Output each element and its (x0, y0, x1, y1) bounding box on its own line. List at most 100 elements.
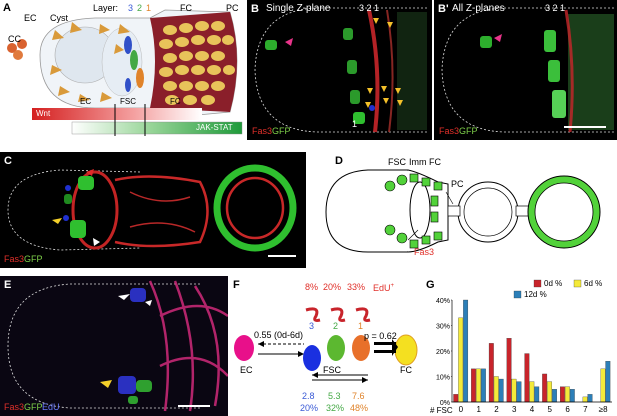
gradient-fsc: FSC (120, 97, 136, 106)
panel-c-image (0, 152, 306, 268)
panel-e-edu: EdU (42, 402, 60, 412)
bar-0d-6 (560, 386, 565, 403)
x-axis-label: # FSC (430, 406, 453, 415)
bar-6d-3 (511, 378, 517, 403)
bar-6d-0 (458, 317, 464, 403)
bar-12d-5 (552, 389, 557, 403)
label-layer-2: 2 (137, 3, 143, 13)
label-layer-3: 3 (128, 3, 134, 13)
x-tick-label: 1 (476, 405, 481, 414)
bar-0d-4 (524, 353, 530, 403)
panel-b2-fas3: Fas3 (439, 126, 460, 136)
bar-6d-6 (564, 386, 570, 403)
bar-12d-≥8 (605, 361, 611, 403)
f-layer-2: 2 (333, 321, 339, 331)
label-cyst: Cyst (50, 13, 68, 23)
bar-12d-2 (498, 378, 504, 403)
panel-b-image (247, 0, 432, 140)
panel-d-pc: PC (451, 179, 464, 189)
bar-6d-4 (529, 381, 535, 403)
edu-pct-layer-1: 33% (347, 282, 366, 292)
bar-12d-3 (516, 381, 522, 403)
bar-0d-1 (471, 368, 476, 403)
f-pct-1: 48% (350, 403, 369, 413)
panel-e-image (0, 276, 228, 416)
label-layer-1: 1 (146, 3, 152, 13)
panel-b2-layers: 3 2 1 (545, 3, 566, 13)
f-arrow-left-label: 0.55 (0d-6d) (254, 330, 304, 340)
panel-d-immfc: Imm FC (409, 157, 441, 167)
legend-swatch (513, 290, 522, 299)
label-wnt: Wnt (36, 109, 51, 118)
bar-0d-5 (542, 373, 548, 403)
panel-g-letter: G (426, 279, 435, 291)
x-tick-label: ≥8 (599, 405, 608, 414)
bar-6d-1 (476, 368, 481, 403)
gradient-ec: EC (80, 97, 92, 106)
edu-pct-layer-3: 8% (305, 282, 319, 292)
panel-b2-image (434, 0, 617, 140)
x-tick-label: 4 (530, 405, 535, 414)
legend-label: 12d % (524, 290, 547, 299)
y-tick-label: 20% (436, 349, 450, 356)
bar-6d-≥8 (600, 368, 606, 403)
edu-pct-layer-2: 20% (323, 282, 342, 292)
panel-b2-letter: B' (438, 3, 449, 15)
f-p-label: p = 0.62 (364, 331, 397, 341)
panel-b-fas3: Fas3 (252, 126, 273, 136)
gradient-fc: FC (170, 97, 181, 106)
panel-b-layers: 3 2 1 (359, 3, 380, 13)
f-count-2: 5.3 (328, 391, 341, 401)
legend-label: 6d % (584, 279, 602, 288)
panel-b-letter: B (251, 3, 259, 15)
x-tick-label: 2 (494, 405, 499, 414)
bar-12d-7 (587, 394, 593, 403)
bar-12d-1 (480, 368, 486, 403)
panel-g-chart: 0%10%20%30%40% 0 1 2 3 4 5 6 7 ≥8 0d % 6d %12d % … (430, 279, 612, 415)
bar-0d-0 (453, 394, 459, 403)
panel-c-fas3: Fas3 (4, 254, 25, 264)
panel-a-letter: A (3, 2, 11, 14)
bar-12d-4 (534, 386, 540, 403)
panel-b-mark: 1 (352, 119, 358, 129)
panel-b-gfp: GFP (272, 126, 291, 136)
panel-c-letter: C (4, 155, 12, 167)
bar-6d-2 (493, 376, 499, 403)
label-cc: CC (8, 34, 21, 44)
f-count-1: 7.6 (352, 391, 365, 401)
panel-e-gfp: GFP (24, 402, 43, 412)
f-ec: EC (240, 365, 253, 375)
f-count-3: 2.8 (302, 391, 315, 401)
bar-12d-0 (463, 299, 469, 403)
panel-b-title: Single Z-plane (266, 3, 331, 14)
panel-e-letter: E (4, 279, 12, 291)
f-layer-3: 3 (309, 321, 315, 331)
x-tick-label: 6 (565, 405, 570, 414)
edu-label: EdU+ (373, 283, 395, 293)
panel-b2-gfp: GFP (459, 126, 478, 136)
bar-0d-2 (488, 343, 494, 403)
x-tick-label: 7 (583, 405, 588, 414)
panel-b2-title: All Z-planes (452, 3, 505, 14)
panel-d-fsc: FSC (388, 157, 406, 167)
f-pct-2: 32% (326, 403, 345, 413)
panel-a-diagram (7, 9, 243, 136)
label-layer: Layer: (93, 3, 119, 13)
panel-f-letter: F (233, 279, 240, 291)
legend-label: 0d % (544, 279, 562, 288)
label-ec: EC (24, 13, 37, 23)
x-tick-label: 0 (459, 405, 464, 414)
y-tick-label: 40% (436, 298, 450, 305)
bar-0d-3 (506, 338, 512, 403)
panel-d-fas3: Fas3 (414, 247, 435, 257)
bar-12d-6 (569, 389, 575, 403)
panel-d-diagram (325, 169, 601, 253)
f-layer-1: 1 (358, 321, 364, 331)
f-fc: FC (400, 365, 412, 375)
y-tick-label: 10% (436, 375, 450, 382)
panel-c-gfp: GFP (24, 254, 43, 264)
legend-swatch (573, 279, 582, 288)
f-fsc: FSC (323, 365, 341, 375)
y-tick-label: 30% (436, 324, 450, 331)
panel-e-fas3: Fas3 (4, 402, 25, 412)
